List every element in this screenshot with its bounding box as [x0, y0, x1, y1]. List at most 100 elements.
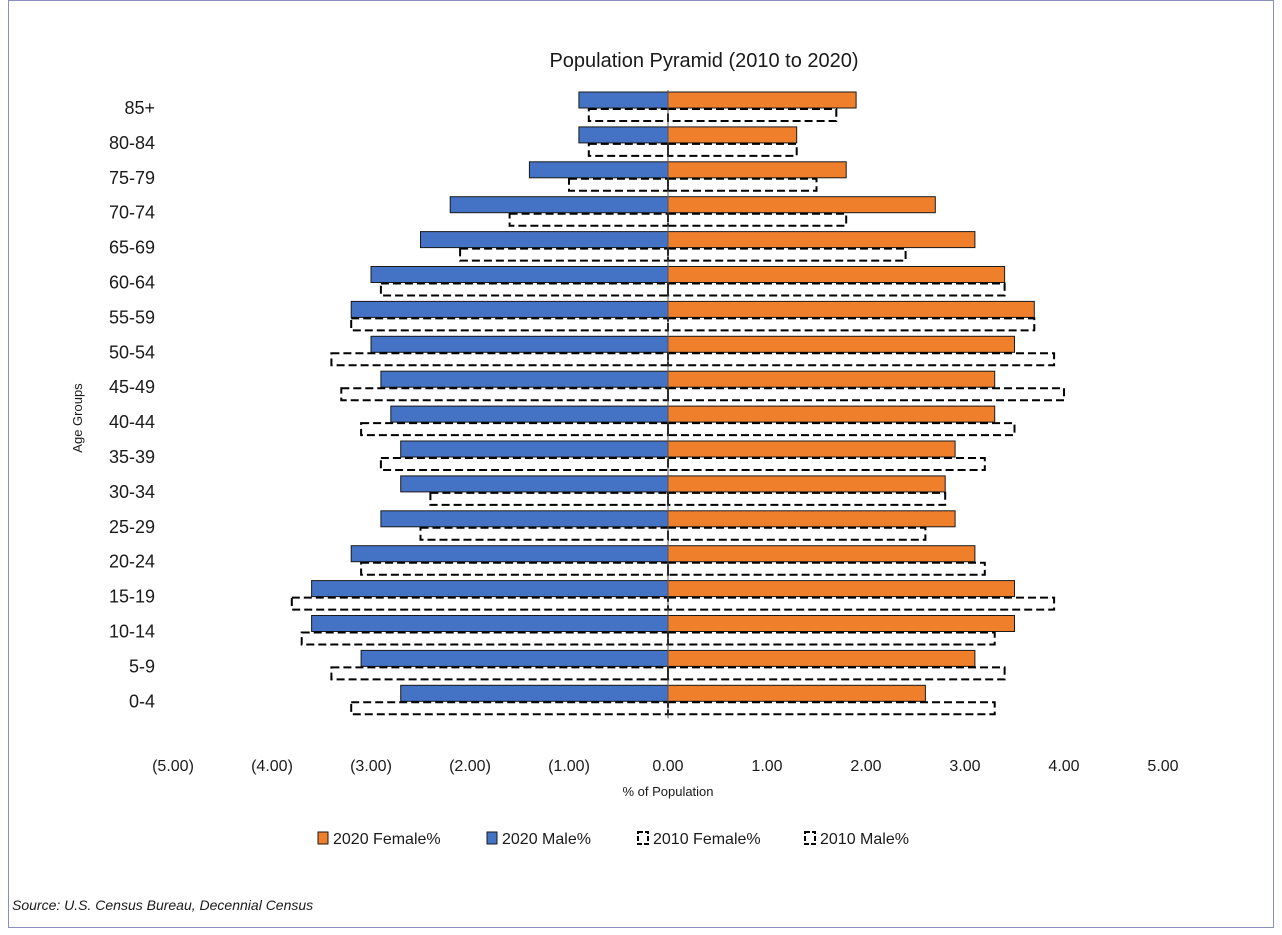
legend-swatch-2020-female	[317, 831, 329, 845]
x-tick-label: (1.00)	[548, 758, 590, 775]
bar-2020-male-60-64	[370, 266, 669, 283]
y-tick-label-25-29: 25-29	[109, 517, 155, 537]
bar-2020-male-35-39	[400, 440, 669, 458]
y-tick-label-40-44: 40-44	[109, 412, 155, 432]
bar-2010-female-40-44	[667, 422, 1016, 437]
bar-2020-female-15-19	[667, 580, 1015, 598]
bar-2020-male-5-9	[360, 649, 669, 667]
bar-2010-male-30-34	[429, 491, 669, 506]
bar-2020-male-45-49	[380, 370, 669, 388]
bar-2010-male-75-79	[568, 177, 669, 192]
bar-2020-female-25-29	[667, 510, 956, 528]
bar-2020-female-35-39	[667, 440, 956, 458]
bar-2010-male-15-19	[290, 596, 669, 611]
bar-2020-female-60-64	[667, 266, 1006, 283]
x-tick-label: (2.00)	[449, 758, 491, 775]
bar-2010-female-5-9	[667, 666, 1006, 681]
y-tick-label-60-64: 60-64	[109, 273, 155, 293]
bar-2020-male-15-19	[311, 580, 669, 598]
y-tick-label-15-19: 15-19	[109, 587, 155, 607]
bar-2010-male-10-14	[300, 631, 669, 646]
bar-2020-female-45-49	[667, 370, 996, 388]
bar-2020-female-30-34	[667, 475, 946, 493]
bar-2020-male-25-29	[380, 510, 669, 528]
bar-2010-female-10-14	[667, 631, 996, 646]
bar-2020-male-30-34	[400, 475, 669, 493]
y-tick-label-10-14: 10-14	[109, 622, 155, 642]
bar-2010-male-45-49	[340, 387, 669, 402]
bar-2020-female-75-79	[667, 161, 847, 179]
y-tick-label-85+: 85+	[124, 98, 155, 118]
chart-title: Population Pyramid (2010 to 2020)	[549, 50, 858, 72]
x-tick-label: 1.00	[751, 758, 782, 775]
bar-2010-male-20-24	[360, 561, 669, 576]
bar-2010-male-5-9	[330, 666, 669, 681]
y-tick-label-65-69: 65-69	[109, 238, 155, 258]
legend-label-2020-male: 2020 Male%	[502, 831, 591, 848]
bar-2020-male-50-54	[370, 335, 669, 353]
legend: 2020 Female% 2020 Male% 2010 Female% 2010 M…	[317, 831, 909, 848]
x-tick-label: 4.00	[1048, 758, 1079, 775]
bar-2020-male-20-24	[350, 545, 669, 563]
bar-2010-female-25-29	[667, 526, 927, 541]
x-tick-label: 0.00	[652, 758, 683, 775]
bar-2010-female-50-54	[667, 352, 1056, 367]
legend-label-2010-male: 2010 Male%	[820, 831, 909, 848]
bar-2010-female-65-69	[667, 247, 907, 262]
legend-swatch-2010-male	[804, 831, 816, 845]
bar-2010-male-25-29	[419, 526, 669, 541]
bar-2010-female-85+	[667, 108, 838, 122]
x-tick-labels: (5.00) (4.00) (3.00) (2.00) (1.00) 0.00 1.00 2.…	[152, 758, 1179, 775]
bar-2010-male-65-69	[459, 247, 669, 262]
y-tick-label-0-4: 0-4	[129, 691, 155, 711]
bar-2020-female-40-44	[667, 405, 996, 423]
bar-2020-male-80-84	[578, 126, 669, 144]
y-tick-label-20-24: 20-24	[109, 552, 155, 572]
bar-2010-female-35-39	[667, 457, 986, 471]
bar-2020-female-70-74	[667, 196, 936, 214]
bar-2010-female-45-49	[667, 387, 1065, 402]
bar-2010-female-75-79	[667, 177, 818, 192]
y-tick-labels: 0-4 5-9 10-14 15-19 20-24 25-29 30-34 35-39 40-4…	[109, 98, 155, 711]
bar-2010-male-70-74	[508, 212, 669, 227]
bar-2020-female-50-54	[667, 335, 1015, 353]
bar-2010-female-55-59	[667, 317, 1036, 332]
bar-2010-male-60-64	[379, 282, 669, 297]
bar-2010-female-15-19	[667, 596, 1056, 611]
x-tick-label: (5.00)	[152, 758, 194, 775]
y-tick-label-50-54: 50-54	[109, 342, 155, 362]
bar-2020-male-10-14	[311, 615, 669, 632]
bar-2010-male-55-59	[350, 317, 669, 332]
y-tick-label-30-34: 30-34	[109, 482, 155, 502]
x-tick-label: (4.00)	[251, 758, 293, 775]
bar-2010-male-0-4	[350, 701, 669, 716]
bars-layer	[290, 91, 1065, 716]
bar-2010-female-20-24	[667, 561, 986, 576]
x-tick-label: (3.00)	[350, 758, 392, 775]
bar-2010-male-50-54	[330, 352, 669, 367]
bar-2020-female-85+	[667, 91, 857, 109]
bar-2010-female-0-4	[667, 701, 996, 716]
bar-2020-female-20-24	[667, 545, 976, 563]
legend-swatch-2010-female	[637, 831, 649, 845]
bar-2010-female-80-84	[667, 142, 798, 157]
y-tick-label-35-39: 35-39	[109, 447, 155, 467]
bar-2020-female-10-14	[667, 615, 1015, 632]
x-tick-label: 3.00	[949, 758, 980, 775]
bar-2020-female-65-69	[667, 231, 976, 249]
bar-2020-female-5-9	[667, 649, 976, 667]
bar-2010-male-80-84	[587, 142, 669, 157]
bar-2010-male-40-44	[360, 422, 669, 437]
legend-label-2010-female: 2010 Female%	[653, 831, 761, 848]
legend-swatch-2020-male	[486, 831, 498, 845]
bar-2010-female-70-74	[667, 212, 848, 227]
bar-2020-male-55-59	[350, 300, 669, 318]
bar-2020-male-85+	[578, 91, 669, 109]
bar-2020-female-80-84	[667, 126, 798, 144]
bar-2020-female-55-59	[667, 300, 1035, 318]
bar-2020-male-40-44	[390, 405, 669, 423]
x-tick-label: 5.00	[1147, 758, 1178, 775]
bar-2020-female-0-4	[667, 684, 926, 702]
y-tick-label-75-79: 75-79	[109, 168, 155, 188]
